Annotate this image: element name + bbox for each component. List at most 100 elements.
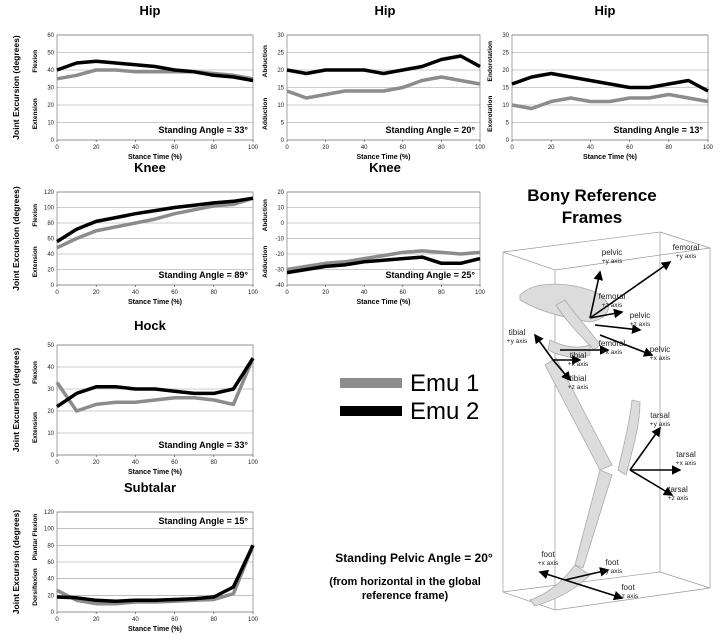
chart-title: Knee xyxy=(369,160,401,175)
axis-arrows xyxy=(534,261,682,601)
x-tick-label: 0 xyxy=(285,145,289,151)
x-tick-label: 20 xyxy=(93,460,100,466)
y-tick-label: 0 xyxy=(281,221,285,227)
x-tick-label: 100 xyxy=(475,290,486,296)
x-tick-label: 40 xyxy=(132,617,139,623)
x-tick-label: 80 xyxy=(665,145,672,151)
frame-label-axis: +z axis xyxy=(618,593,639,600)
series-line xyxy=(286,75,481,100)
y-tick-label: 15 xyxy=(502,86,509,92)
x-tick-label: 40 xyxy=(361,145,368,151)
y-tick-label: 10 xyxy=(47,121,54,127)
legend-label: Emu 2 xyxy=(410,398,479,425)
annotation: Standing Angle = 25° xyxy=(385,270,475,280)
y-tick-label: 50 xyxy=(47,51,54,57)
x-tick-label: 60 xyxy=(626,145,633,151)
side-label: Abduction xyxy=(262,45,269,77)
chart-title: Hip xyxy=(375,3,396,18)
series-line xyxy=(511,71,709,93)
side-label: Flexion xyxy=(32,361,39,384)
x-axis-label: Stance Time (%) xyxy=(357,154,411,161)
y-axis-label: Joint Excursion (degrees) xyxy=(11,510,21,615)
frame-label: femoral xyxy=(599,292,626,301)
frame-label: pelvic xyxy=(630,311,650,320)
frame-label: tibial xyxy=(509,328,526,337)
y-tick-label: -40 xyxy=(275,283,284,289)
y-tick-label: 10 xyxy=(277,103,284,109)
series-line xyxy=(56,544,255,606)
legend-swatch xyxy=(340,406,402,416)
y-tick-label: 40 xyxy=(47,365,54,371)
series-line xyxy=(511,92,709,111)
x-axis-label: Stance Time (%) xyxy=(583,154,637,161)
frame-label: tibial xyxy=(570,374,587,383)
y-tick-label: 10 xyxy=(502,103,509,109)
y-tick-label: 10 xyxy=(277,206,284,212)
x-tick-label: 100 xyxy=(248,290,259,296)
frame-label: pelvic xyxy=(602,248,622,257)
y-tick-label: 0 xyxy=(51,138,55,144)
frame-label-axis: +x axis xyxy=(602,349,623,356)
y-tick-label: 30 xyxy=(47,86,54,92)
x-tick-label: 60 xyxy=(399,290,406,296)
x-tick-label: 100 xyxy=(703,145,714,151)
y-tick-label: 0 xyxy=(506,138,510,144)
y-tick-label: 20 xyxy=(277,190,284,196)
side-label: Flexion xyxy=(32,50,39,73)
skeleton xyxy=(519,283,641,607)
annotation: Standing Angle = 20° xyxy=(385,125,475,135)
frame-label-axis: +y axis xyxy=(507,338,528,345)
y-tick-label: 20 xyxy=(277,68,284,74)
x-axis-label: Stance Time (%) xyxy=(128,154,182,161)
x-axis-label: Stance Time (%) xyxy=(128,299,182,306)
plot-frame xyxy=(56,34,254,141)
diagram-title: Bony Reference xyxy=(527,186,656,205)
side-label: Abduction xyxy=(262,199,269,231)
x-tick-label: 100 xyxy=(248,145,259,151)
y-tick-label: 20 xyxy=(47,409,54,415)
x-tick-label: 80 xyxy=(210,290,217,296)
side-label: Adduction xyxy=(262,98,269,130)
x-tick-label: 0 xyxy=(55,460,59,466)
x-tick-label: 60 xyxy=(171,290,178,296)
frame-label-axis: +y axis xyxy=(602,568,623,575)
frame-label-axis: +x axis xyxy=(650,355,671,362)
series-line xyxy=(55,357,255,413)
side-label: Extension xyxy=(32,412,39,443)
frame-label-axis: +x axis xyxy=(568,361,589,368)
y-tick-label: 15 xyxy=(277,86,284,92)
frame-label: tarsal xyxy=(668,485,688,494)
plot-frame xyxy=(286,34,481,141)
x-tick-label: 0 xyxy=(55,617,59,623)
pelvic-angle-note: reference frame) xyxy=(362,590,449,602)
y-tick-label: 80 xyxy=(47,543,54,549)
x-axis-label: Stance Time (%) xyxy=(128,626,182,633)
series-line xyxy=(56,59,254,83)
annotation: Standing Angle = 33° xyxy=(158,125,248,135)
chart-title: Subtalar xyxy=(124,480,176,495)
x-tick-label: 60 xyxy=(171,145,178,151)
y-tick-label: -10 xyxy=(275,237,284,243)
y-tick-label: 60 xyxy=(47,237,54,243)
x-tick-label: 20 xyxy=(322,145,329,151)
chart-title: Hip xyxy=(140,3,161,18)
y-axis-label: Joint Excursion (degrees) xyxy=(11,348,21,453)
x-tick-label: 80 xyxy=(438,145,445,151)
x-tick-label: 100 xyxy=(475,145,486,151)
x-tick-label: 80 xyxy=(210,145,217,151)
x-tick-label: 0 xyxy=(510,145,514,151)
chart-title: Knee xyxy=(134,160,166,175)
y-tick-label: 20 xyxy=(47,593,54,599)
y-tick-label: 20 xyxy=(502,68,509,74)
y-tick-label: 25 xyxy=(502,51,509,57)
y-tick-label: 40 xyxy=(47,252,54,258)
series-line xyxy=(56,357,255,409)
plot-frame xyxy=(511,34,709,141)
y-tick-label: -30 xyxy=(275,268,284,274)
y-tick-label: 20 xyxy=(47,268,54,274)
y-tick-label: 60 xyxy=(47,33,54,39)
y-tick-label: 25 xyxy=(277,51,284,57)
annotation: Standing Angle = 13° xyxy=(613,125,703,135)
frame-label-axis: +z axis xyxy=(568,384,589,391)
